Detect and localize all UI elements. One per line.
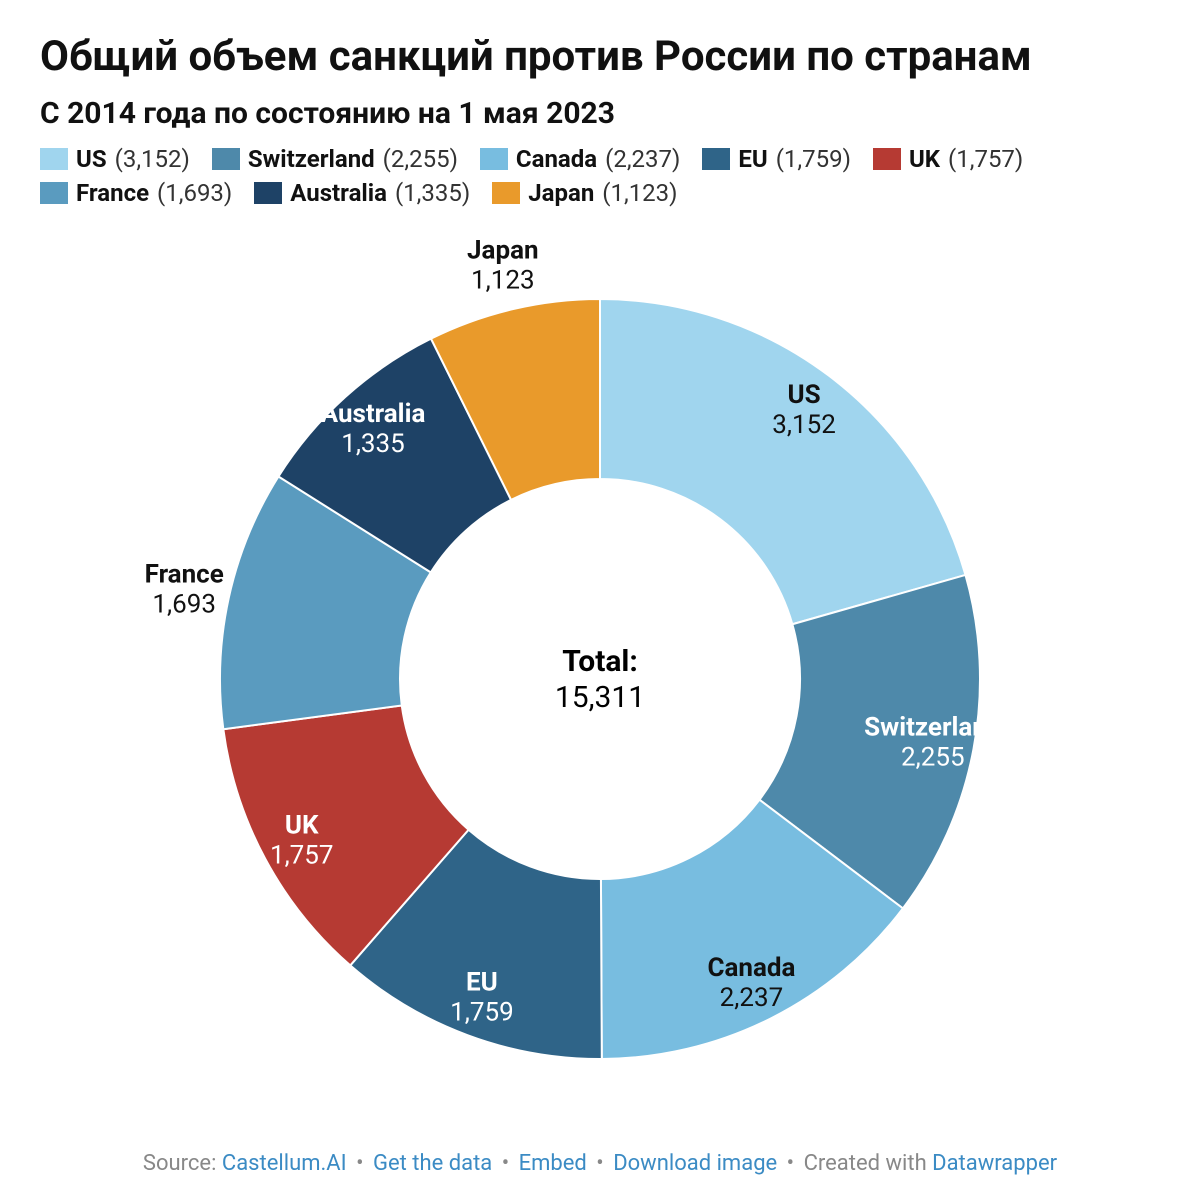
legend-value: (2,255) — [383, 145, 458, 173]
chart-footer: Source: Castellum.AI • Get the data • Em… — [40, 1141, 1160, 1180]
legend-value: (2,237) — [605, 145, 680, 173]
chart-title: Общий объем санкций против России по стр… — [40, 32, 1160, 82]
legend-item-australia: Australia (1,335) — [254, 179, 470, 207]
slice-label-japan: Japan1,123 — [467, 236, 539, 296]
svg-text:Canada: Canada — [707, 953, 795, 983]
legend-swatch — [873, 148, 901, 170]
donut-svg: US3,152Switzerland2,255Canada2,237EU1,75… — [150, 229, 1050, 1129]
separator: • — [496, 1151, 514, 1176]
legend-swatch — [212, 148, 240, 170]
legend-name: Switzerland — [248, 145, 375, 173]
legend-name: Canada — [516, 145, 597, 173]
legend-value: (1,757) — [948, 145, 1023, 173]
footer-link[interactable]: Embed — [519, 1151, 587, 1176]
svg-text:2,237: 2,237 — [720, 983, 784, 1013]
slice-label-canada: Canada2,237 — [707, 953, 795, 1013]
legend-name: US — [76, 145, 107, 173]
legend-name: Australia — [290, 179, 387, 207]
svg-text:15,311: 15,311 — [555, 680, 645, 715]
svg-text:France: France — [145, 560, 224, 590]
svg-text:US: US — [787, 380, 820, 410]
legend-swatch — [492, 182, 520, 204]
legend-value: (1,759) — [776, 145, 851, 173]
legend: US (3,152) Switzerland (2,255) Canada (2,2… — [40, 145, 1160, 207]
source-label: Source: — [143, 1151, 222, 1176]
separator: • — [591, 1151, 609, 1176]
legend-item-japan: Japan (1,123) — [492, 179, 677, 207]
legend-swatch — [40, 182, 68, 204]
legend-item-canada: Canada (2,237) — [480, 145, 680, 173]
svg-text:1,693: 1,693 — [152, 590, 216, 620]
svg-text:1,757: 1,757 — [270, 840, 334, 870]
svg-text:Total:: Total: — [562, 644, 638, 679]
legend-name: EU — [738, 145, 767, 173]
separator: • — [351, 1151, 369, 1176]
legend-value: (1,335) — [395, 179, 470, 207]
legend-name: Japan — [528, 179, 594, 207]
legend-swatch — [254, 182, 282, 204]
svg-text:1,123: 1,123 — [471, 266, 535, 296]
legend-name: UK — [909, 145, 940, 173]
legend-item-france: France (1,693) — [40, 179, 232, 207]
svg-text:1,335: 1,335 — [341, 429, 405, 459]
legend-item-eu: EU (1,759) — [702, 145, 851, 173]
legend-item-us: US (3,152) — [40, 145, 190, 173]
legend-name: France — [76, 179, 149, 207]
center-total: Total:15,311 — [555, 644, 645, 715]
footer-link-datawrapper[interactable]: Datawrapper — [932, 1151, 1057, 1176]
svg-text:Japan: Japan — [467, 236, 539, 266]
legend-swatch — [40, 148, 68, 170]
svg-text:EU: EU — [466, 968, 498, 998]
legend-value: (3,152) — [115, 145, 190, 173]
legend-value: (1,123) — [602, 179, 677, 207]
svg-text:3,152: 3,152 — [772, 410, 836, 440]
legend-swatch — [480, 148, 508, 170]
footer-link[interactable]: Download image — [613, 1151, 777, 1176]
slice-us[interactable] — [600, 299, 965, 624]
donut-chart: US3,152Switzerland2,255Canada2,237EU1,75… — [40, 217, 1160, 1141]
footer-link[interactable]: Get the data — [373, 1151, 492, 1176]
svg-text:2,255: 2,255 — [901, 743, 965, 773]
svg-text:UK: UK — [285, 810, 319, 840]
legend-item-uk: UK (1,757) — [873, 145, 1023, 173]
separator: • — [781, 1151, 799, 1176]
legend-swatch — [702, 148, 730, 170]
svg-text:Switzerland: Switzerland — [864, 713, 1001, 743]
svg-text:1,759: 1,759 — [450, 998, 514, 1028]
chart-subtitle: С 2014 года по состоянию на 1 мая 2023 — [40, 96, 1160, 131]
svg-text:Australia: Australia — [321, 399, 426, 429]
created-with: Created with — [804, 1151, 933, 1176]
footer-link[interactable]: Castellum.AI — [222, 1151, 347, 1176]
slice-label-france: France1,693 — [145, 560, 224, 620]
legend-item-switzerland: Switzerland (2,255) — [212, 145, 458, 173]
legend-value: (1,693) — [157, 179, 232, 207]
